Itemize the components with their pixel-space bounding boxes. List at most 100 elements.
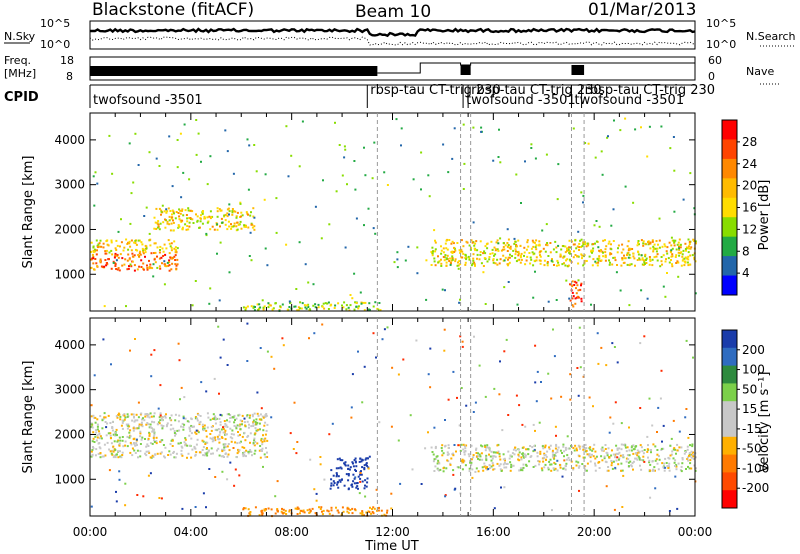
scatter-pixel xyxy=(615,452,618,455)
scatter-pixel xyxy=(264,415,267,418)
scatter-pixel xyxy=(460,443,463,446)
scatter-pixel xyxy=(212,452,214,455)
scatter-pixel xyxy=(670,249,673,252)
scatter-pixel xyxy=(596,264,599,267)
scatter-pixel xyxy=(604,251,607,254)
scatter-pixel xyxy=(342,510,345,513)
scatter-pixel xyxy=(233,484,236,487)
scatter-pixel xyxy=(452,469,455,472)
scatter-pixel xyxy=(183,396,186,399)
scatter-pixel xyxy=(446,254,449,257)
scatter-pixel xyxy=(146,443,149,446)
scatter-pixel xyxy=(206,454,209,457)
scatter-pixel xyxy=(355,470,357,472)
scatter-pixel xyxy=(665,250,668,253)
scatter-pixel xyxy=(194,447,197,450)
scatter-pixel xyxy=(504,244,507,247)
scatter-pixel xyxy=(92,245,95,248)
scatter-pixel xyxy=(483,462,486,465)
scatter-pixel xyxy=(470,463,473,466)
scatter-pixel xyxy=(530,143,533,146)
scatter-pixel xyxy=(526,255,529,258)
scatter-pixel xyxy=(195,443,198,446)
scatter-pixel xyxy=(324,302,327,305)
scatter-pixel xyxy=(517,458,520,461)
scatter-pixel xyxy=(141,247,144,250)
scatter-pixel xyxy=(507,264,509,267)
scatter-pixel xyxy=(164,263,167,266)
scatter-pixel xyxy=(309,509,312,512)
scatter-pixel xyxy=(517,252,520,255)
scatter-pixel xyxy=(596,332,599,335)
scatter-pixel xyxy=(551,449,554,452)
scatter-pixel xyxy=(499,237,502,240)
scatter-pixel xyxy=(653,466,656,469)
scatter-pixel xyxy=(151,454,154,457)
scatter-pixel xyxy=(517,448,520,451)
scatter-pixel xyxy=(535,244,538,247)
scatter-pixel xyxy=(220,455,223,458)
scatter-pixel xyxy=(167,264,170,267)
scatter-pixel xyxy=(330,478,333,481)
scatter-pixel xyxy=(430,250,433,253)
scatter-pixel xyxy=(115,259,118,262)
scatter-pixel xyxy=(554,447,557,450)
scatter-pixel xyxy=(672,419,675,422)
scatter-pixel xyxy=(552,467,555,470)
scatter-pixel xyxy=(449,463,452,466)
scatter-pixel xyxy=(657,406,660,409)
scatter-pixel xyxy=(191,426,194,428)
scatter-pixel xyxy=(628,253,631,256)
scatter-pixel xyxy=(208,302,211,305)
scatter-pixel xyxy=(641,257,644,260)
scatter-pixel xyxy=(131,419,134,422)
scatter-pixel xyxy=(114,456,117,459)
scatter-pixel xyxy=(538,421,541,424)
scatter-pixel xyxy=(474,470,477,473)
scatter-pixel xyxy=(244,424,247,427)
scatter-pixel xyxy=(258,514,261,517)
scatter-pixel xyxy=(142,417,144,420)
scatter-pixel xyxy=(224,129,227,132)
scatter-pixel xyxy=(613,346,616,348)
scatter-pixel xyxy=(494,262,497,265)
scatter-pixel xyxy=(255,418,258,421)
scatter-pixel xyxy=(156,255,158,258)
scatter-pixel xyxy=(381,338,384,341)
scatter-pixel xyxy=(353,482,356,485)
scatter-pixel xyxy=(156,246,159,249)
scatter-pixel xyxy=(234,441,237,444)
scatter-pixel xyxy=(152,456,155,458)
scatter-pixel xyxy=(520,469,523,471)
scatter-pixel xyxy=(171,185,174,188)
scatter-pixel xyxy=(547,466,550,469)
scatter-pixel xyxy=(493,507,496,510)
scatter-pixel xyxy=(113,454,116,457)
scatter-pixel xyxy=(216,449,218,452)
scatter-pixel xyxy=(228,420,231,423)
scatter-pixel xyxy=(633,448,636,451)
scatter-pixel xyxy=(529,256,532,259)
scatter-pixel xyxy=(336,473,338,476)
scatter-pixel xyxy=(359,512,362,515)
scatter-pixel xyxy=(468,467,471,470)
cpid-segment-label: twofsound -3501 xyxy=(574,93,684,108)
scatter-pixel xyxy=(140,421,143,424)
scatter-pixel xyxy=(565,279,568,282)
scatter-pixel xyxy=(336,509,339,512)
scatter-pixel xyxy=(113,440,116,443)
scatter-pixel xyxy=(443,259,446,262)
scatter-pixel xyxy=(679,243,682,246)
scatter-pixel xyxy=(108,251,111,254)
scatter-pixel xyxy=(270,416,273,419)
scatter-pixel xyxy=(604,248,607,251)
scatter-pixel xyxy=(98,432,101,435)
scatter-pixel xyxy=(241,453,244,456)
scatter-pixel xyxy=(508,261,511,264)
scatter-pixel xyxy=(110,241,113,244)
scatter-pixel xyxy=(433,458,436,461)
scatter-pixel xyxy=(489,455,492,458)
scatter-pixel xyxy=(172,450,175,453)
scatter-pixel xyxy=(579,366,582,369)
scatter-pixel xyxy=(246,305,249,308)
